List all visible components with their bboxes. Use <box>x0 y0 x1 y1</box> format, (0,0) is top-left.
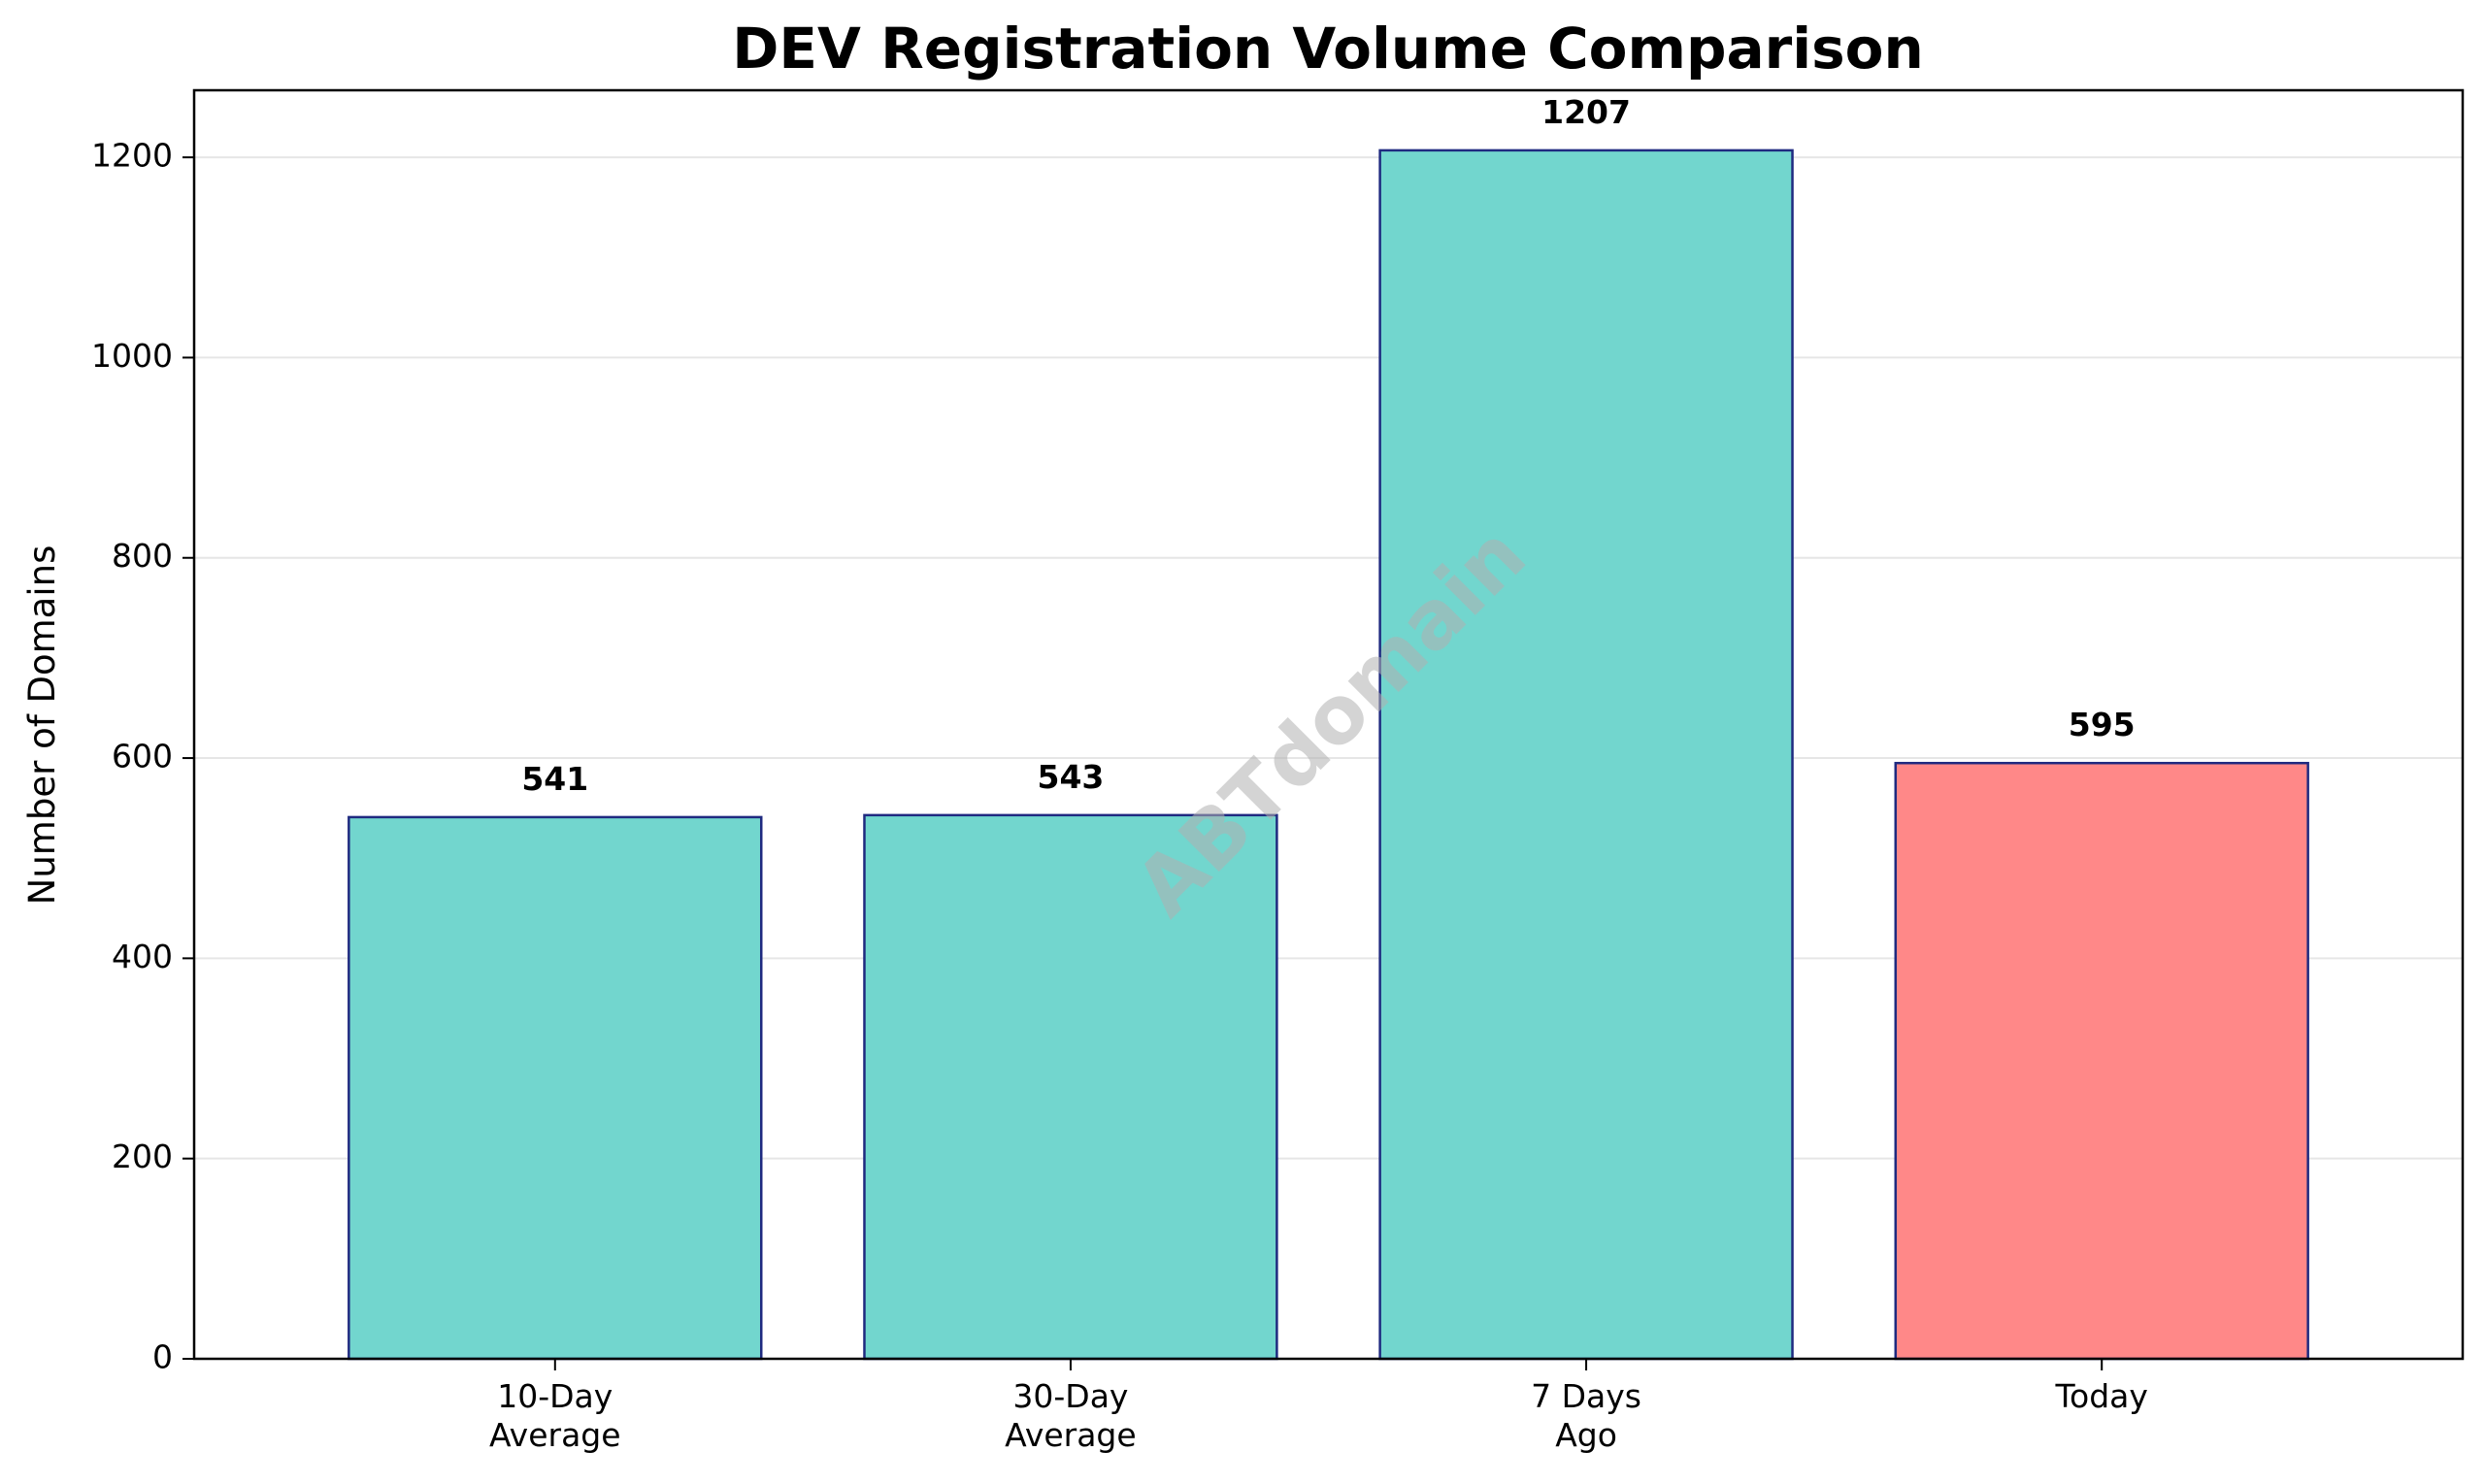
x-tick-label: 30-Day Average <box>1005 1377 1137 1454</box>
labels-layer: 541 543 1207 595 <box>521 93 2135 798</box>
y-tick-label: 800 <box>112 537 173 575</box>
x-tick-label-line: Today <box>2054 1377 2147 1415</box>
bar-value-label: 541 <box>521 760 588 798</box>
y-tick-label: 400 <box>112 938 173 975</box>
x-tick-label-line: 30-Day <box>1012 1377 1128 1415</box>
bar <box>348 815 763 1361</box>
bar <box>863 813 1278 1361</box>
bars-layer <box>348 148 2309 1361</box>
bar-value-label: 595 <box>2069 706 2136 743</box>
x-tick-label-line: Ago <box>1555 1416 1617 1454</box>
bar <box>1894 761 2309 1361</box>
x-tick-label-line: 7 Days <box>1531 1377 1641 1415</box>
y-tick-label: 1200 <box>91 137 173 175</box>
x-tick-label: 7 Days Ago <box>1531 1377 1641 1454</box>
plot-frame <box>192 88 2465 1361</box>
x-tick-label-line: Average <box>1005 1416 1137 1454</box>
y-tick-label: 0 <box>152 1338 173 1376</box>
y-tick-label: 1000 <box>91 337 173 375</box>
y-axis-label: Number of Domains <box>21 545 63 906</box>
x-tick-label-line: 10-Day <box>497 1377 613 1415</box>
bar-value-label: 1207 <box>1541 93 1631 131</box>
y-tick-label: 200 <box>112 1138 173 1175</box>
x-tick-label: 10-Day Average <box>489 1377 621 1454</box>
bar-value-label: 543 <box>1037 758 1104 796</box>
chart-title: DEV Registration Volume Comparison <box>732 16 1924 82</box>
bar <box>1378 148 1794 1361</box>
x-tick-label-line: Average <box>489 1416 621 1454</box>
x-tick-label: Today <box>2054 1377 2147 1415</box>
y-tick-label: 600 <box>112 738 173 775</box>
